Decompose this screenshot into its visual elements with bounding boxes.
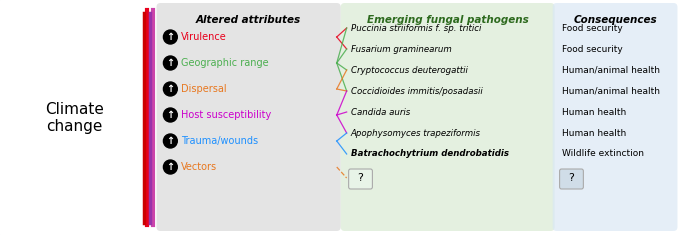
- FancyBboxPatch shape: [349, 169, 373, 189]
- Text: Trauma/wounds: Trauma/wounds: [182, 136, 258, 146]
- Circle shape: [164, 30, 177, 44]
- Text: Host susceptibility: Host susceptibility: [182, 110, 271, 120]
- Text: ↑: ↑: [166, 136, 175, 146]
- Text: ↑: ↑: [166, 162, 175, 172]
- Circle shape: [164, 56, 177, 70]
- Text: Geographic range: Geographic range: [182, 58, 269, 68]
- Text: Coccidioides immitis/posadasii: Coccidioides immitis/posadasii: [351, 86, 482, 95]
- Text: Human/animal health: Human/animal health: [562, 66, 660, 74]
- Text: Fusarium graminearum: Fusarium graminearum: [351, 44, 451, 54]
- Text: Climate
change: Climate change: [45, 102, 103, 134]
- Text: Candida auris: Candida auris: [351, 107, 410, 117]
- FancyBboxPatch shape: [560, 169, 584, 189]
- Circle shape: [164, 134, 177, 148]
- Text: Food security: Food security: [562, 44, 623, 54]
- Text: ?: ?: [358, 173, 364, 183]
- Circle shape: [164, 108, 177, 122]
- Text: ?: ?: [569, 173, 575, 183]
- Text: Batrachochytrium dendrobatidis: Batrachochytrium dendrobatidis: [351, 149, 509, 158]
- Text: Human health: Human health: [562, 107, 626, 117]
- Text: Emerging fungal pathogens: Emerging fungal pathogens: [366, 15, 529, 25]
- Text: Human/animal health: Human/animal health: [562, 86, 660, 95]
- Text: Puccinia striiformis f. sp. tritici: Puccinia striiformis f. sp. tritici: [351, 24, 481, 32]
- Text: ↑: ↑: [166, 110, 175, 120]
- Text: Food security: Food security: [562, 24, 623, 32]
- Circle shape: [164, 82, 177, 96]
- Text: Consequences: Consequences: [573, 15, 657, 25]
- Text: Wildlife extinction: Wildlife extinction: [562, 149, 644, 158]
- Text: Cryptococcus deuterogattii: Cryptococcus deuterogattii: [351, 66, 467, 74]
- Text: Vectors: Vectors: [182, 162, 217, 172]
- Text: ↑: ↑: [166, 84, 175, 94]
- Text: Virulence: Virulence: [182, 32, 227, 42]
- Text: ↑: ↑: [166, 58, 175, 68]
- FancyBboxPatch shape: [553, 3, 677, 231]
- FancyBboxPatch shape: [156, 3, 340, 231]
- Text: Apophysomyces trapeziformis: Apophysomyces trapeziformis: [351, 129, 481, 137]
- Circle shape: [164, 160, 177, 174]
- Text: Altered attributes: Altered attributes: [196, 15, 301, 25]
- Text: Human health: Human health: [562, 129, 626, 137]
- Text: Dispersal: Dispersal: [182, 84, 227, 94]
- Text: ↑: ↑: [166, 32, 175, 42]
- FancyBboxPatch shape: [340, 3, 555, 231]
